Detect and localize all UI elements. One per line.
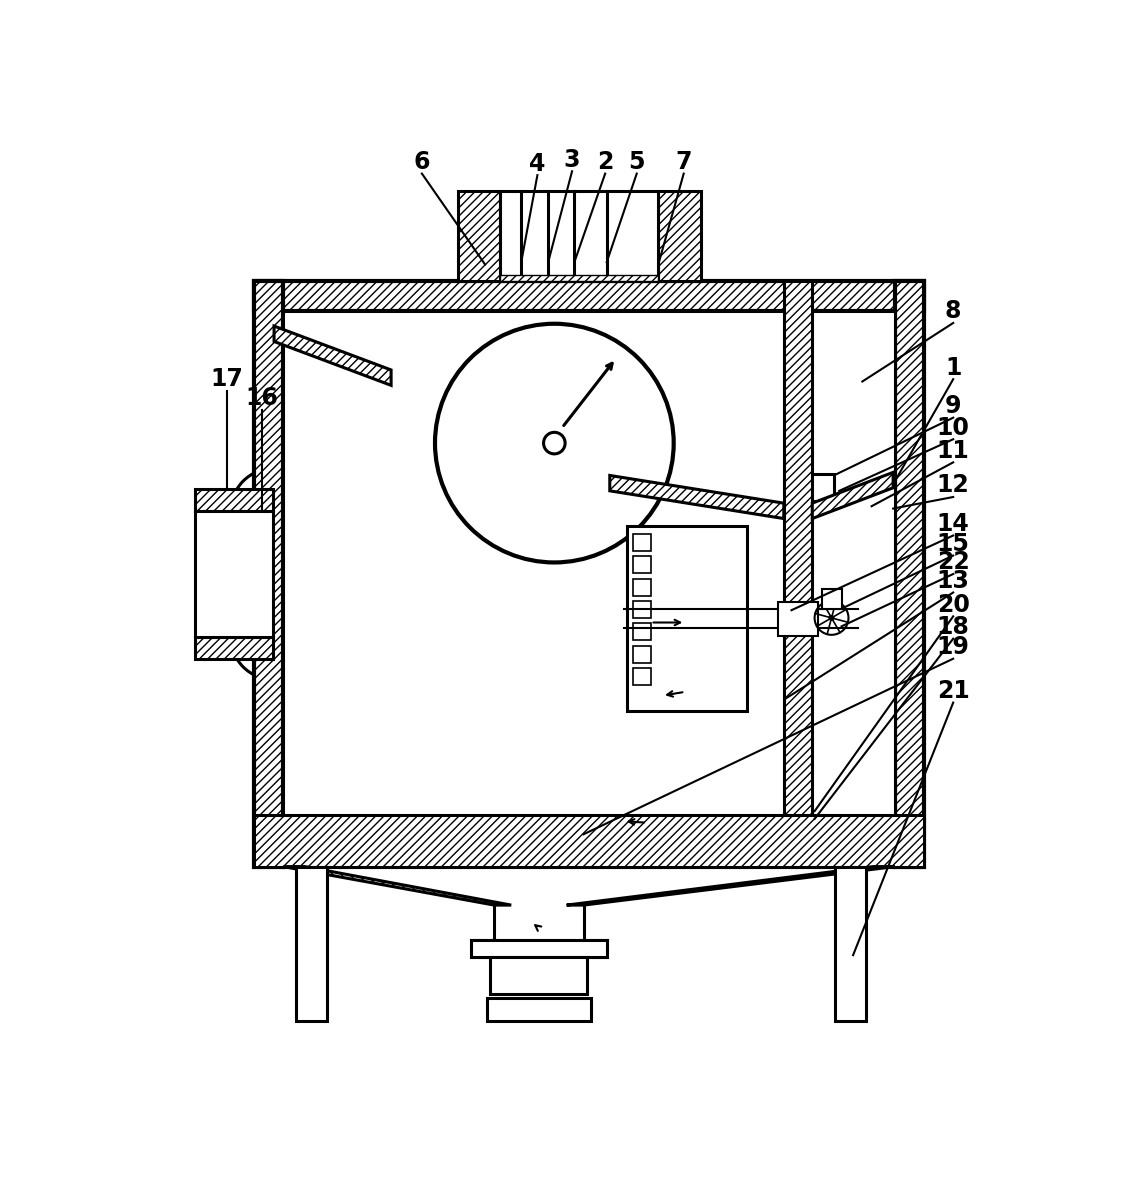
- Text: 14: 14: [937, 512, 969, 536]
- Bar: [895, 281, 924, 866]
- Bar: [491, 958, 587, 995]
- Text: 12: 12: [937, 474, 969, 497]
- Text: 3: 3: [564, 148, 580, 171]
- Bar: [458, 190, 500, 281]
- Bar: [633, 624, 651, 640]
- Text: 20: 20: [937, 593, 969, 616]
- Text: 6: 6: [414, 150, 430, 174]
- Bar: [633, 601, 651, 618]
- Text: 2: 2: [596, 150, 614, 174]
- Text: 16: 16: [245, 387, 279, 411]
- Bar: [633, 556, 651, 574]
- Bar: [627, 526, 747, 712]
- Text: 17: 17: [211, 368, 243, 392]
- Bar: [633, 578, 651, 595]
- Bar: [633, 646, 651, 663]
- Bar: [835, 866, 866, 1021]
- Circle shape: [829, 615, 834, 620]
- Text: 18: 18: [937, 615, 969, 639]
- Bar: [658, 190, 701, 281]
- Text: 19: 19: [937, 635, 969, 659]
- Bar: [783, 281, 812, 815]
- Bar: [500, 275, 658, 281]
- Bar: [296, 866, 327, 1021]
- Text: 21: 21: [937, 679, 969, 703]
- Text: 9: 9: [945, 394, 961, 418]
- Text: 15: 15: [937, 532, 969, 556]
- Text: 7: 7: [676, 150, 692, 174]
- Bar: [778, 602, 819, 635]
- Text: 8: 8: [945, 300, 961, 324]
- Bar: [471, 940, 607, 958]
- Bar: [486, 997, 592, 1021]
- Polygon shape: [567, 866, 895, 906]
- Text: 10: 10: [937, 415, 969, 439]
- Polygon shape: [812, 472, 894, 519]
- Text: 1: 1: [945, 356, 961, 380]
- Bar: [195, 637, 273, 659]
- Text: 11: 11: [937, 439, 969, 463]
- Bar: [821, 589, 842, 608]
- Text: 5: 5: [629, 150, 645, 174]
- Bar: [195, 511, 273, 637]
- Text: 13: 13: [937, 569, 969, 593]
- Text: 4: 4: [529, 151, 546, 176]
- Bar: [633, 534, 651, 551]
- Bar: [633, 668, 651, 685]
- Bar: [283, 311, 895, 866]
- Bar: [253, 281, 924, 311]
- Bar: [500, 190, 658, 281]
- Bar: [195, 489, 273, 511]
- Bar: [812, 474, 834, 501]
- Polygon shape: [274, 326, 391, 386]
- Bar: [253, 281, 283, 866]
- Polygon shape: [610, 476, 783, 519]
- Text: 22: 22: [937, 551, 969, 575]
- Polygon shape: [283, 866, 512, 906]
- Bar: [253, 815, 924, 866]
